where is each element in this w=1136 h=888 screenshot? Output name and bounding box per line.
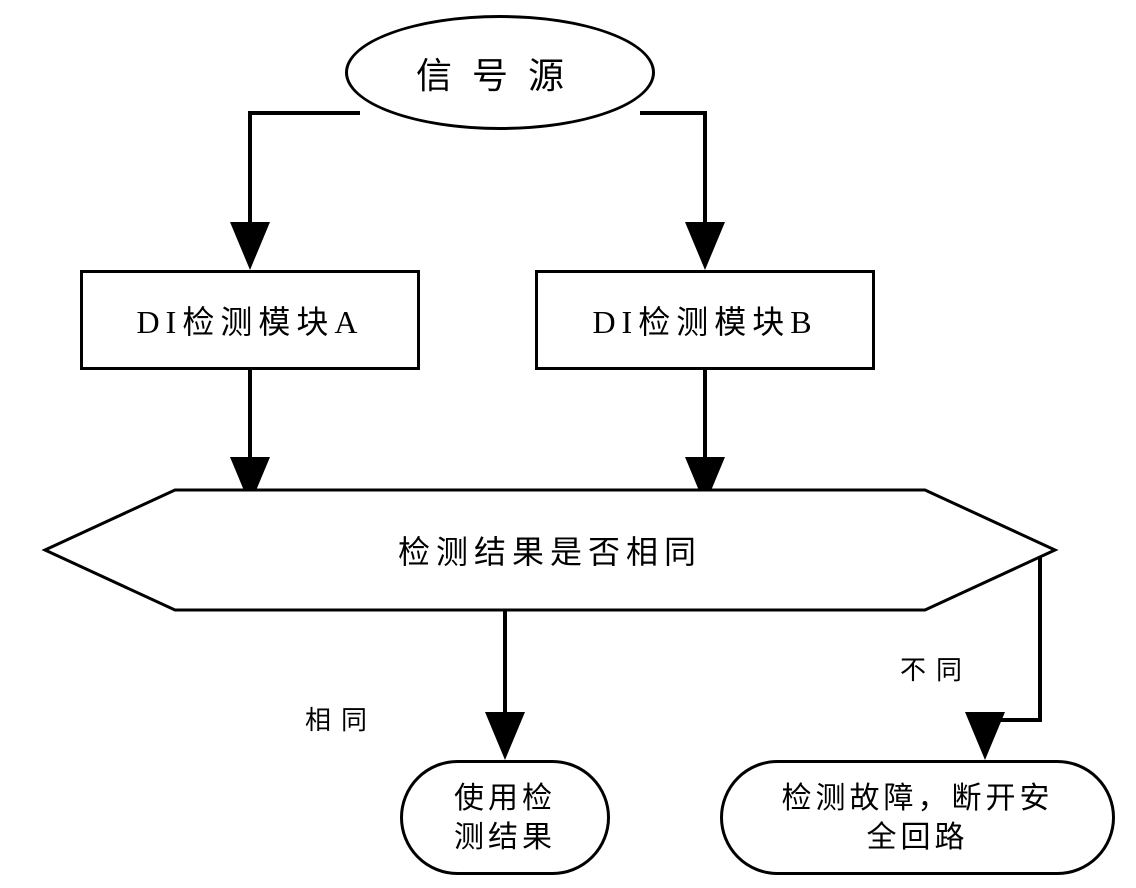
edge-label-same: 相同 xyxy=(305,700,377,737)
edge-label-different: 不同 xyxy=(900,650,972,687)
node-yes-result: 使用检测结果 xyxy=(400,760,610,875)
node-no-result: 检测故障，断开安全回路 xyxy=(720,760,1115,875)
signal-source-label: 信号源 xyxy=(416,47,584,99)
module-b-label: DI检测模块B xyxy=(592,297,817,343)
flowchart-connectors xyxy=(0,0,1136,888)
no-result-label: 检测故障，断开安全回路 xyxy=(782,779,1054,857)
yes-result-label: 使用检测结果 xyxy=(454,779,556,857)
edge-label-same-text: 相同 xyxy=(305,706,377,735)
node-module-a: DI检测模块A xyxy=(80,270,420,370)
edge-source-moduleA xyxy=(250,113,360,262)
module-a-label: DI检测模块A xyxy=(137,297,364,343)
flowchart-container: 信号源 DI检测模块A DI检测模块B 检测结果是否相同 使用检测结果 检测故障… xyxy=(0,0,1136,888)
edge-label-different-text: 不同 xyxy=(900,656,972,685)
node-signal-source: 信号源 xyxy=(345,15,655,130)
decision-label: 检测结果是否相同 xyxy=(398,527,702,573)
node-module-b: DI检测模块B xyxy=(535,270,875,370)
edge-source-moduleB xyxy=(640,113,705,262)
node-decision: 检测结果是否相同 xyxy=(45,490,1055,610)
